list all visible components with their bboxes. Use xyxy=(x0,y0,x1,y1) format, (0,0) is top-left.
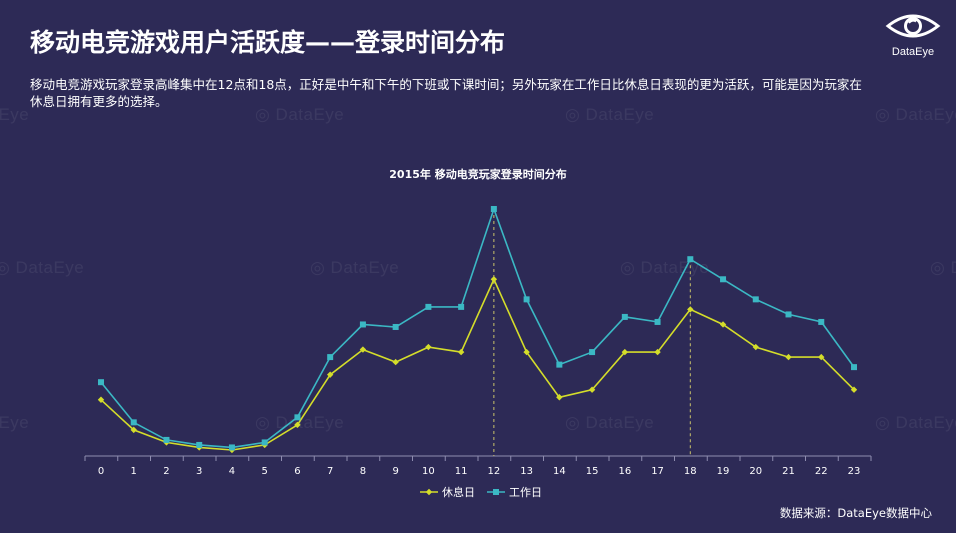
x-tick-label: 11 xyxy=(455,466,468,477)
data-point-weekend xyxy=(425,343,432,351)
x-tick-label: 1 xyxy=(131,466,137,477)
x-tick-label: 6 xyxy=(294,466,300,477)
data-point-workday xyxy=(163,436,170,443)
x-tick-label: 5 xyxy=(262,466,268,477)
x-tick-label: 14 xyxy=(553,466,566,477)
watermark-text: ◎ DataEye xyxy=(0,105,30,124)
data-point-workday xyxy=(327,354,334,361)
series-line-weekend xyxy=(100,277,855,451)
watermark-text: ◎ DataEye xyxy=(0,413,30,432)
data-point-weekend xyxy=(523,348,530,356)
data-point-workday xyxy=(458,303,465,310)
watermark-text: ◎ DataEye xyxy=(875,105,956,124)
data-point-weekend xyxy=(490,276,498,283)
brand-name: DataEye xyxy=(891,46,935,58)
watermark-text: ◎ DataEye xyxy=(930,258,956,277)
data-point-workday xyxy=(425,303,432,310)
brand-logo: DataEye xyxy=(882,12,944,58)
data-point-workday xyxy=(654,318,661,325)
page-title: 移动电竞游戏用户活跃度——登录时间分布 xyxy=(30,28,506,57)
data-point-workday xyxy=(851,364,857,371)
x-tick-label: 7 xyxy=(327,466,333,477)
x-tick-label: 3 xyxy=(196,466,202,477)
data-point-workday xyxy=(196,441,203,448)
x-tick-label: 2 xyxy=(163,466,169,477)
watermark-text: ◎ DataEye xyxy=(565,413,655,432)
data-point-weekend xyxy=(719,321,727,328)
data-point-weekend xyxy=(359,346,367,353)
legend-marker-weekend xyxy=(425,488,433,496)
data-point-weekend xyxy=(130,426,137,434)
data-point-workday xyxy=(785,311,792,318)
data-point-workday xyxy=(359,321,366,328)
data-point-workday xyxy=(621,313,628,320)
watermark-text: ◎ DataEye xyxy=(620,258,710,277)
data-point-workday xyxy=(720,276,727,283)
data-point-weekend xyxy=(97,396,105,403)
data-point-workday xyxy=(523,296,530,303)
x-tick-label: 17 xyxy=(651,466,664,477)
x-tick-label: 0 xyxy=(98,466,104,477)
data-point-workday xyxy=(752,296,759,303)
data-point-weekend xyxy=(621,348,629,356)
x-tick-label: 15 xyxy=(586,466,599,477)
chart-title: 2015年 移动电竞玩家登录时间分布 xyxy=(389,168,567,181)
x-tick-label: 18 xyxy=(684,466,697,477)
data-point-workday xyxy=(589,349,596,356)
data-point-workday xyxy=(687,256,694,263)
x-tick-label: 16 xyxy=(618,466,631,477)
x-tick-label: 20 xyxy=(749,466,762,477)
x-tick-label: 9 xyxy=(392,466,398,477)
data-point-weekend xyxy=(687,306,694,313)
data-point-weekend xyxy=(752,343,759,351)
eye-logo-icon xyxy=(885,14,941,38)
x-tick-label: 19 xyxy=(717,466,730,477)
data-point-weekend xyxy=(588,386,596,393)
data-point-weekend xyxy=(654,348,661,356)
x-tick-label: 8 xyxy=(360,466,366,477)
data-point-weekend xyxy=(785,353,792,361)
data-point-workday xyxy=(490,206,497,212)
x-tick-label: 13 xyxy=(520,466,533,477)
x-tick-label: 23 xyxy=(848,466,861,477)
data-point-workday xyxy=(228,444,235,451)
data-point-weekend xyxy=(556,394,563,401)
data-point-workday xyxy=(261,439,268,446)
legend-label: 休息日 xyxy=(442,485,475,499)
data-point-workday xyxy=(392,323,399,330)
legend-label: 工作日 xyxy=(509,486,542,499)
page-description: 移动电竞游戏玩家登录高峰集中在12点和18点，正好是中午和下午的下班或下课时间；… xyxy=(30,77,862,109)
data-point-weekend xyxy=(850,386,858,393)
data-point-workday xyxy=(98,379,104,386)
data-point-weekend xyxy=(294,421,301,429)
watermark-text: ◎ DataEye xyxy=(310,258,400,277)
data-point-weekend xyxy=(818,353,825,361)
data-point-weekend xyxy=(326,371,334,378)
x-tick-label: 12 xyxy=(488,466,501,477)
data-point-workday xyxy=(818,318,825,325)
watermark-text: ◎ DataEye xyxy=(565,105,655,124)
series-line-workday xyxy=(100,206,855,449)
x-tick-label: 10 xyxy=(422,466,435,477)
x-tick-label: 4 xyxy=(229,466,235,477)
x-tick-label: 21 xyxy=(782,466,795,477)
x-tick-label: 22 xyxy=(815,466,828,477)
watermark-text: ◎ DataEye xyxy=(255,105,345,124)
data-point-workday xyxy=(556,361,563,368)
data-point-workday xyxy=(294,414,301,421)
source-note: 数据来源：DataEye数据中心 xyxy=(779,506,932,520)
data-point-weekend xyxy=(457,348,465,356)
watermark-text: ◎ DataEye xyxy=(875,413,956,432)
data-point-weekend xyxy=(392,358,399,366)
data-point-workday xyxy=(130,419,137,426)
watermark-text: ◎ DataEye xyxy=(0,258,85,277)
legend-marker-workday xyxy=(493,489,499,495)
